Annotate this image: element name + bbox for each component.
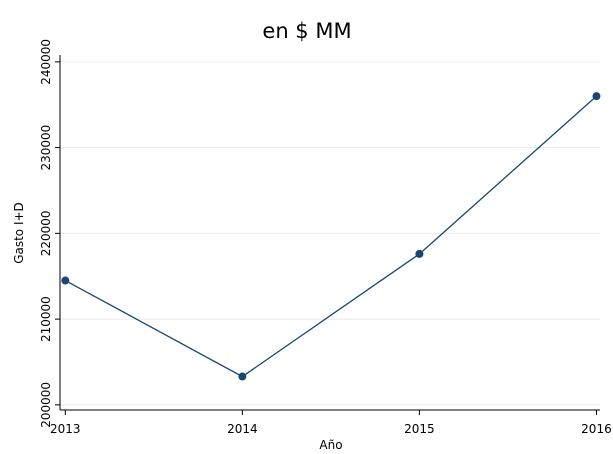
y-tick-label: 210000 [39,296,53,342]
y-tick-label: 220000 [39,210,53,256]
chart-title: en $ MM [262,19,351,43]
x-tick-label: 2013 [50,422,81,436]
y-axis-label: Gasto I+D [12,202,26,264]
x-axis-label: Año [319,438,342,452]
y-tick-label: 230000 [39,125,53,171]
point [592,92,601,101]
x-tick-label: 2015 [404,422,435,436]
x-tick-label: 2014 [227,422,258,436]
point [415,249,424,258]
line [65,95,597,378]
y-tick-label: 240000 [39,39,53,85]
x-tick-label: 2016 [581,422,612,436]
y-tick-label: 200000 [39,382,53,428]
point [238,372,247,381]
point [61,276,70,285]
